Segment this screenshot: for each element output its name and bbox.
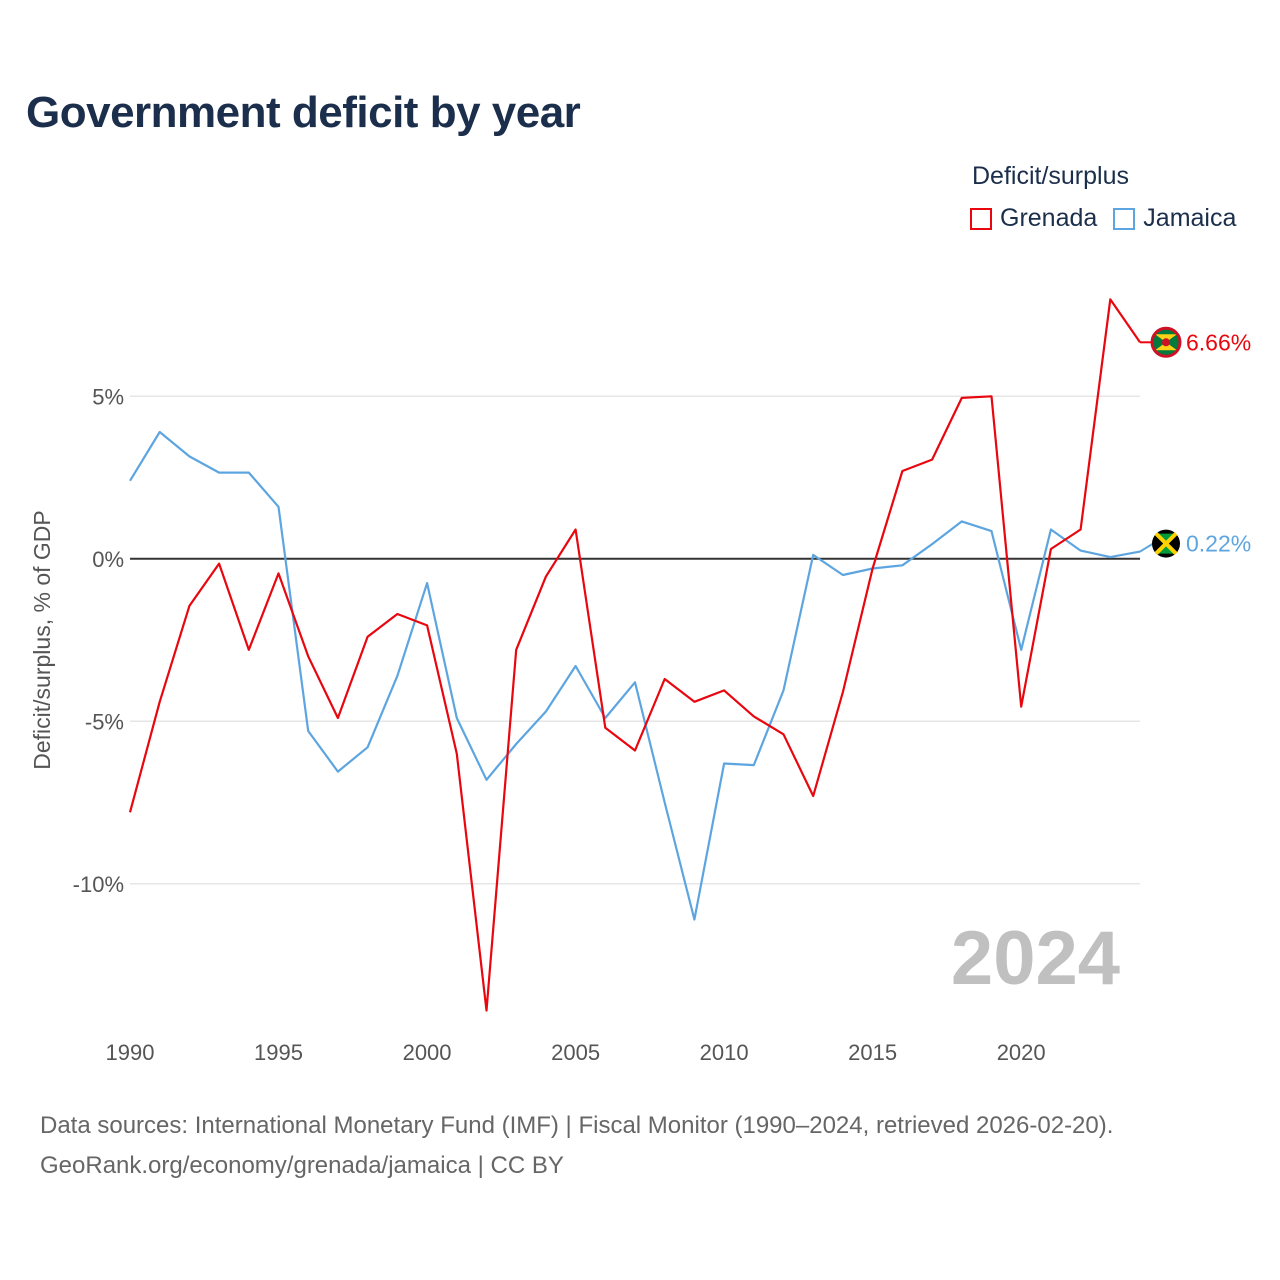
flag-part <box>1162 338 1170 347</box>
x-tick-label: 2010 <box>700 1040 749 1065</box>
flag-icon-grenada <box>1150 326 1182 358</box>
x-tick-label: 2020 <box>997 1040 1046 1065</box>
x-tick-label: 1990 <box>106 1040 155 1065</box>
y-axis-label: Deficit/surplus, % of GDP <box>29 510 55 769</box>
series-line-grenada <box>128 298 1141 1012</box>
y-tick-label: 5% <box>92 384 124 409</box>
x-tick-label: 2000 <box>403 1040 452 1065</box>
footer-sources: Data sources: International Monetary Fun… <box>40 1112 1114 1139</box>
end-label-grenada: 6.66% <box>1186 329 1251 355</box>
end-connector-jamaica <box>1139 542 1154 553</box>
legend-label-jamaica: Jamaica <box>1143 204 1237 232</box>
chart-title: Government deficit by year <box>26 88 581 137</box>
legend-item-grenada[interactable]: Grenada <box>970 204 1097 233</box>
flag-icon-jamaica <box>1152 529 1180 558</box>
x-tick-label: 1995 <box>254 1040 303 1065</box>
legend-swatch-jamaica <box>1113 207 1136 230</box>
end-label-jamaica: 0.22% <box>1186 531 1251 557</box>
year-watermark: 2024 <box>951 916 1120 1001</box>
legend: Grenada Jamaica <box>970 204 1252 233</box>
footer-attribution[interactable]: GeoRank.org/economy/grenada/jamaica | CC… <box>40 1152 564 1179</box>
legend-title: Deficit/surplus <box>972 162 1129 190</box>
x-tick-label: 2005 <box>551 1040 600 1065</box>
y-tick-label: -5% <box>85 709 124 734</box>
x-axis-ticks: 1990 1995 2000 2005 2010 2015 2020 <box>106 1040 1046 1065</box>
y-tick-label: -10% <box>73 872 124 897</box>
gridlines <box>130 395 1140 885</box>
flag-part <box>1154 532 1178 556</box>
series-lines <box>128 298 1141 1012</box>
series-line-jamaica <box>129 430 1141 921</box>
x-tick-label: 2015 <box>848 1040 897 1065</box>
legend-label-grenada: Grenada <box>1000 204 1098 232</box>
y-tick-label: 0% <box>92 547 124 572</box>
legend-item-jamaica[interactable]: Jamaica <box>1113 204 1236 233</box>
y-axis-ticks: 5% 0% -5% -10% <box>73 384 124 897</box>
legend-swatch-grenada <box>970 207 992 230</box>
end-markers: 6.66% 0.22% <box>1139 326 1251 558</box>
footer: Data sources: International Monetary Fun… <box>40 1106 1113 1186</box>
flag-part <box>1150 326 1182 358</box>
